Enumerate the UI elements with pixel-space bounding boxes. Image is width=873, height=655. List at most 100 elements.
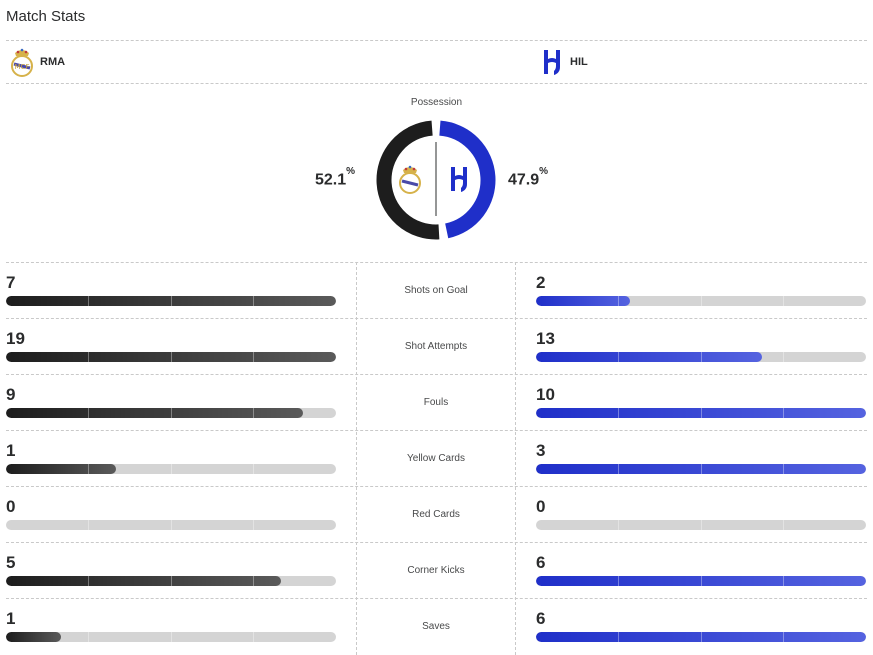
stat-label: Shot Attempts [404, 341, 468, 352]
stat-label: Red Cards [412, 509, 460, 520]
away-stat-bar [536, 464, 866, 474]
stat-row: 19 Shot Attempts 13 [0, 319, 873, 375]
al-hilal-logo-icon [451, 167, 467, 192]
home-stat-bar-fill [6, 632, 62, 642]
stat-row: 5 Corner Kicks 6 [0, 543, 873, 599]
home-stat-bar-fill [6, 352, 336, 362]
bar-segment [253, 296, 254, 306]
away-stat-value: 6 [536, 553, 546, 572]
home-possession: 52.1% [315, 166, 355, 189]
divider [6, 40, 867, 41]
home-stat-value: 19 [6, 329, 25, 348]
bar-segment [618, 576, 619, 586]
bar-segment [783, 576, 784, 586]
bar-segment [253, 464, 254, 474]
away-team-abbr: HIL [570, 56, 588, 68]
away-stat-value: 3 [536, 441, 546, 460]
away-stat-value: 10 [536, 385, 555, 404]
stat-label: Shots on Goal [404, 285, 468, 296]
stat-row: 1 Yellow Cards 3 [0, 431, 873, 487]
bar-segment [783, 408, 784, 418]
stat-row: 0 Red Cards 0 [0, 487, 873, 543]
svg-text:MCF: MCF [15, 63, 30, 71]
bar-segment [783, 520, 784, 530]
bar-segment [618, 632, 619, 642]
bar-segment [618, 464, 619, 474]
bar-segment [701, 464, 702, 474]
home-stat-bar [6, 520, 336, 530]
home-stat-value: 7 [6, 273, 16, 292]
bar-segment [171, 296, 172, 306]
away-stat-value: 0 [536, 497, 546, 516]
bar-segment [88, 408, 89, 418]
stat-label: Yellow Cards [407, 453, 465, 464]
away-possession: 47.9% [508, 166, 548, 189]
divider [6, 318, 867, 319]
bar-segment [88, 632, 89, 642]
bar-segment [253, 632, 254, 642]
stat-row: 1 Saves 6 [0, 599, 873, 655]
away-stat-bar [536, 520, 866, 530]
away-stat-bar-fill [536, 464, 866, 474]
home-stat-value: 1 [6, 609, 16, 628]
home-stat-bar-fill [6, 576, 281, 586]
home-team[interactable]: MCF RMA [10, 44, 65, 80]
home-possession-arc [376, 120, 440, 240]
stat-label: Fouls [423, 397, 449, 408]
away-possession-arc [439, 120, 496, 239]
away-stat-bar-fill [536, 408, 866, 418]
stat-label: Saves [422, 621, 450, 632]
home-team-abbr: RMA [40, 56, 66, 68]
bar-segment [783, 464, 784, 474]
percent-unit: % [346, 166, 356, 177]
bar-segment [171, 632, 172, 642]
away-stat-value: 2 [536, 273, 546, 292]
stat-row: 7 Shots on Goal 2 [0, 263, 873, 319]
divider [6, 542, 867, 543]
bar-segment [171, 464, 172, 474]
bar-segment [171, 408, 172, 418]
bar-segment [618, 520, 619, 530]
away-stat-bar [536, 576, 866, 586]
away-stat-bar [536, 352, 866, 362]
divider [6, 430, 867, 431]
away-stat-value: 6 [536, 609, 546, 628]
home-stat-value: 9 [6, 385, 16, 404]
bar-segment [171, 576, 172, 586]
away-possession-value: 47.9 [508, 171, 540, 189]
bar-segment [701, 632, 702, 642]
bar-segment [701, 408, 702, 418]
bar-segment [253, 576, 254, 586]
home-stat-bar [6, 576, 336, 586]
home-stat-value: 0 [6, 497, 16, 516]
bar-segment [618, 408, 619, 418]
bar-segment [783, 352, 784, 362]
match-stats-title: Match Stats [6, 8, 86, 25]
away-stat-bar-fill [536, 296, 631, 306]
away-stat-bar [536, 408, 866, 418]
home-stat-bar [6, 464, 336, 474]
home-stat-bar-fill [6, 408, 303, 418]
bar-segment [88, 296, 89, 306]
home-possession-value: 52.1 [315, 171, 347, 189]
bar-segment [618, 352, 619, 362]
stat-row: 9 Fouls 10 [0, 375, 873, 431]
away-stat-bar [536, 296, 866, 306]
home-stat-value: 1 [6, 441, 16, 460]
away-stat-bar-fill [536, 632, 866, 642]
possession-label: Possession [410, 97, 463, 108]
bar-segment [88, 576, 89, 586]
bar-segment [783, 296, 784, 306]
home-stat-value: 5 [6, 553, 16, 572]
bar-segment [701, 520, 702, 530]
al-hilal-logo-icon [544, 50, 560, 75]
divider [6, 374, 867, 375]
bar-segment [253, 408, 254, 418]
away-team[interactable]: HIL [540, 44, 588, 80]
bar-segment [253, 520, 254, 530]
real-madrid-crest-icon: MCF [11, 48, 33, 77]
bar-segment [88, 464, 89, 474]
bar-segment [783, 632, 784, 642]
divider [6, 486, 867, 487]
away-stat-bar [536, 632, 866, 642]
